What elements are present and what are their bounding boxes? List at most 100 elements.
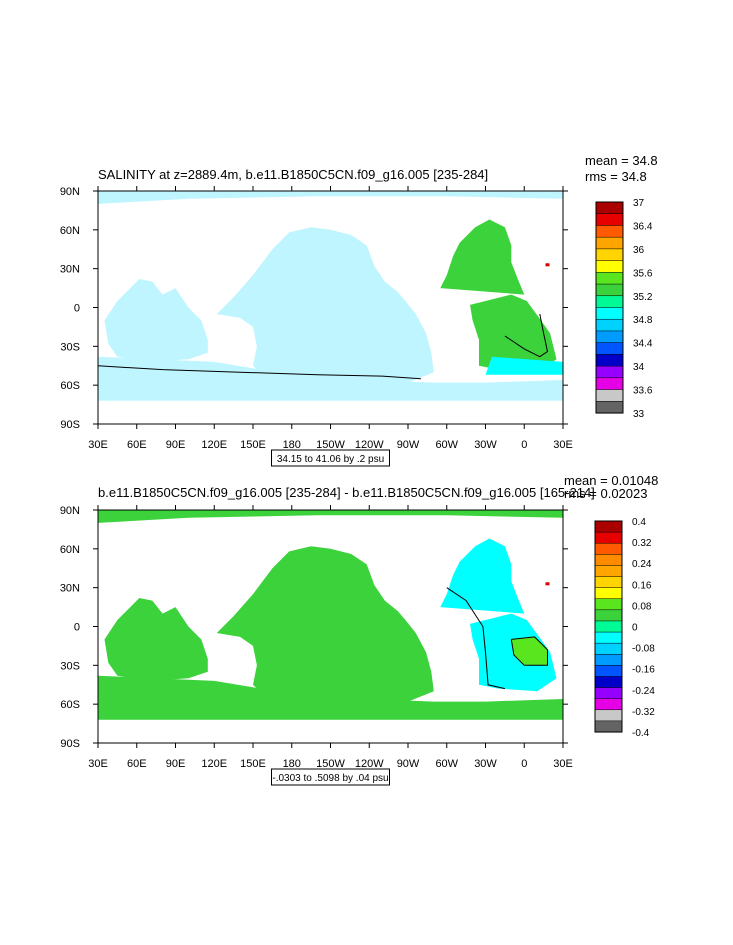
plot1-colorbar-label: 34 [633, 362, 645, 373]
plot1-colorbar-swatch [595, 283, 624, 297]
plot2-southern-ocean-field [98, 675, 563, 720]
plot2-x-tick-label: 30E [88, 758, 108, 770]
plot2-y-tick-label: 90N [60, 505, 80, 517]
plot2-colorbar-label: -0.24 [632, 686, 655, 697]
plot1-x-tick-label: 90W [397, 439, 420, 451]
plot2-colorbar-swatch [594, 698, 623, 711]
plot1-x-tick-label: 150E [240, 439, 266, 451]
plot2-colorbar-label: -0.32 [632, 707, 655, 718]
plot1-colorbar-swatch [595, 272, 624, 285]
plot2-y-tick-label: 90S [60, 738, 80, 750]
plot2-y-tick-label: 60N [60, 544, 80, 556]
plot2-colorbar-swatch [594, 531, 623, 544]
plot2-y-tick-label: 30N [60, 583, 80, 595]
plot2-x-tick-label: 120W [355, 758, 384, 770]
plot2-indian-ocean-field [104, 598, 208, 681]
plot1-colorbar-label: 36.4 [633, 221, 653, 232]
plot2-contour-info: -.0303 to .5098 by .04 psu [272, 773, 388, 784]
plot1-colorbar-label: 35.6 [633, 268, 653, 279]
plot1-colorbar-swatch [595, 260, 624, 273]
plot1-x-tick-label: 60W [435, 439, 458, 451]
plot2-x-tick-label: 180 [283, 758, 301, 770]
plot2-x-tick-label: 90E [166, 758, 186, 770]
plot1-x-tick-label: 90E [166, 439, 186, 451]
plot1-colorbar-swatch [595, 213, 624, 226]
plot2-colorbar-swatch [594, 631, 623, 644]
plot2-x-tick-label: 90W [397, 758, 420, 770]
plot2-colorbar-label: -0.4 [632, 728, 650, 739]
plot2-colorbar-label: 0.32 [632, 538, 652, 549]
plot2-pacific-ocean-field [216, 546, 434, 707]
plot2-colorbar-label: 0 [632, 623, 638, 634]
plot2-colorbar-swatch [594, 687, 623, 700]
plot1-colorbar-swatch [595, 377, 624, 391]
plot1-pacific-ocean-field [216, 227, 434, 388]
plot1-arctic-ocean-field [98, 191, 563, 204]
plot2-colorbar-swatch [594, 654, 623, 666]
plot1-north-atlantic-field [440, 219, 525, 295]
plot1-colorbar-swatch [595, 401, 624, 414]
plot1-southern-atlantic-band [485, 356, 563, 375]
plot2-colorbar-swatch [594, 587, 623, 600]
plot2-colorbar-swatch [594, 565, 623, 578]
plot2-colorbar-label: 0.24 [632, 559, 652, 570]
plot2-atlantic-contour [446, 587, 506, 690]
plot2-colorbar-frame [594, 520, 623, 733]
plot1-x-tick-label: 180 [283, 439, 301, 451]
plot1-y-tick-label: 30N [60, 264, 80, 276]
plot1-colorbar-label: 33 [633, 409, 645, 420]
plot2-colorbar-label: 0.4 [632, 517, 646, 528]
plot1-colorbar-label: 36 [633, 245, 645, 256]
plot1-mediterranean-marker [545, 263, 550, 267]
plot2-y-tick-label: 30S [60, 660, 80, 672]
plot2-colorbar-swatch [594, 642, 623, 655]
plot2-x-tick-label: 30W [474, 758, 497, 770]
plot2-colorbar-label: -0.08 [632, 644, 655, 655]
plot2-x-tick-label: 120E [201, 758, 227, 770]
plot2-contour-info-box [271, 768, 390, 786]
plot1-colorbar-swatch [595, 307, 624, 320]
plot2-colorbar-label: 0.08 [632, 601, 652, 612]
plot1-x-tick-label: 120E [201, 439, 227, 451]
plot1-colorbar-swatch [595, 342, 624, 355]
plot1-southern-ocean-field [98, 356, 563, 401]
plot2-map-group: 30E 60E 90E 120E 150E 180 150W 120W 90W 60W 30W 0 30… [60, 505, 655, 786]
plot2-north-atlantic-field [440, 538, 525, 614]
plot2-colorbar-swatch [594, 709, 623, 722]
plot1-y-tick-label: 90N [60, 186, 80, 198]
plot1-southern-contour [97, 365, 421, 380]
plot1-x-tick-label: 0 [521, 439, 527, 451]
plot2-mediterranean-marker [545, 582, 550, 586]
plot2-colorbar-swatch [594, 554, 623, 566]
plot1-x-tick-label: 150W [316, 439, 345, 451]
plot1-contour-info-box [271, 449, 390, 467]
plot2-y-tick-label: 60S [60, 699, 80, 711]
plot1-atlantic-contour [504, 313, 549, 358]
plot1-map-group: 30E 60E 90E 120E 150E 180 150W 120W 90W 60W 30W 0 30… [60, 186, 653, 467]
plot2-x-tick-label: 60W [435, 758, 458, 770]
plot1-colorbar-swatch [595, 330, 624, 344]
plot2-x-tick-label: 30E [553, 758, 573, 770]
plot2-colorbar-swatch [594, 665, 623, 678]
plot2-colorbar-swatch [594, 720, 623, 733]
plot1-x-tick-label: 120W [355, 439, 384, 451]
plot2-south-atlantic-anomaly [511, 636, 548, 666]
plot1-colorbar-label: 34.8 [633, 315, 653, 326]
plot1-colorbar-swatch [595, 354, 624, 367]
plot1-colorbar-label: 37 [633, 198, 645, 209]
plot2-arctic-ocean-field [98, 510, 563, 523]
plot2-colorbar-swatch [594, 676, 623, 689]
plot2-colorbar-swatch [594, 598, 623, 611]
plot1-x-tick-label: 30E [88, 439, 108, 451]
plot1-colorbar-label: 35.2 [633, 292, 653, 303]
plot2-colorbar-swatch [594, 542, 623, 555]
plot2-x-tick-label: 150E [240, 758, 266, 770]
plot2-x-tick-label: 60E [127, 758, 147, 770]
plot1-colorbar-swatch [595, 365, 624, 379]
plot2-colorbar-label: 0.16 [632, 580, 652, 591]
plot1-colorbar-label: 34.4 [633, 339, 653, 350]
plot2-x-tick-label: 0 [521, 758, 527, 770]
plot1-x-tick-label: 30E [553, 439, 573, 451]
plot1-colorbar-label: 33.6 [633, 386, 653, 397]
